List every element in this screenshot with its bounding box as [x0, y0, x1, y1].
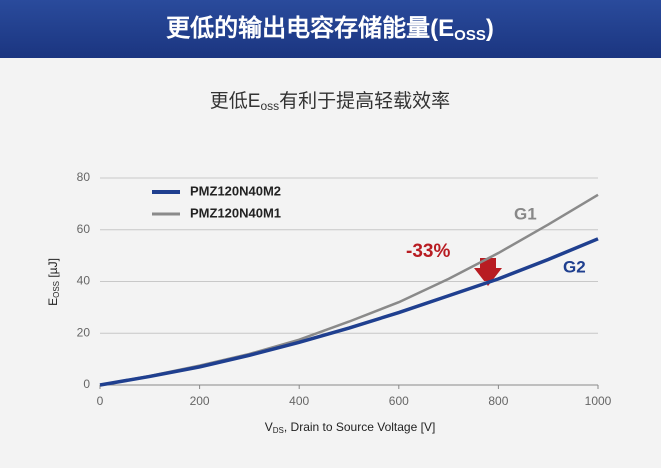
x-tick-label: 800 — [488, 394, 508, 408]
y-tick-label: 60 — [77, 222, 91, 236]
x-tick-label: 200 — [190, 394, 210, 408]
y-axis-label: EOSS [µJ] — [46, 258, 61, 306]
x-tick-label: 1000 — [585, 394, 612, 408]
label-text: [µJ] — [46, 258, 60, 281]
title-text: ) — [486, 15, 494, 42]
label-subscript: DS — [273, 426, 284, 435]
label-subscript: OSS — [52, 281, 61, 298]
x-tick-label: 400 — [289, 394, 309, 408]
title-text: 更低E — [210, 90, 261, 112]
x-axis-label: VDS, Drain to Source Voltage [V] — [265, 420, 436, 435]
label-text: V — [265, 420, 273, 434]
header-banner — [0, 0, 661, 58]
y-tick-label: 20 — [77, 325, 91, 339]
y-tick-label: 40 — [77, 274, 91, 288]
title-text: 更低的输出电容存储能量(E — [166, 14, 454, 42]
y-tick-label: 0 — [83, 377, 90, 391]
title-subscript: oss — [260, 99, 279, 113]
title-text: 有利于提高轻载效率 — [279, 90, 450, 112]
y-tick-label: 80 — [77, 170, 91, 184]
title-subscript: OSS — [454, 27, 486, 44]
legend-label: PMZ120N40M2 — [190, 183, 281, 198]
label-text: E — [46, 298, 60, 306]
label-text: , Drain to Source Voltage [V] — [284, 420, 435, 434]
chart-title: 更低Eoss有利于提高轻载效率 — [210, 90, 450, 113]
series-line — [99, 237, 599, 387]
x-tick-label: 600 — [389, 394, 409, 408]
annotation: G1 — [514, 204, 537, 223]
page-title: 更低的输出电容存储能量(EOSS) — [166, 14, 494, 44]
annotation: G2 — [563, 257, 586, 276]
reduction-arrow — [474, 258, 502, 286]
x-tick-label: 0 — [97, 394, 104, 408]
legend-label: PMZ120N40M1 — [190, 205, 281, 220]
annotation: -33% — [406, 241, 450, 262]
